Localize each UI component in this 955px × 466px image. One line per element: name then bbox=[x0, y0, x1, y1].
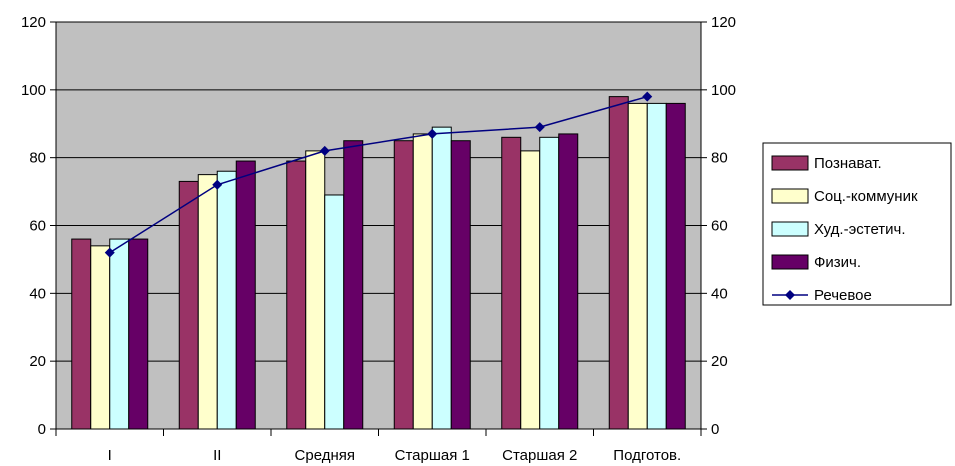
bar bbox=[178, 180, 199, 430]
legend-label: Худ.-эстетич. bbox=[814, 221, 906, 238]
legend-label: Речевое bbox=[814, 287, 872, 304]
y-tick-label: 40 bbox=[29, 285, 46, 302]
x-tick-label: I bbox=[108, 447, 112, 464]
bars-group bbox=[71, 96, 686, 430]
x-tick-label: Средняя bbox=[295, 447, 355, 464]
x-tick-label: II bbox=[213, 447, 221, 464]
bar bbox=[412, 133, 433, 430]
bar bbox=[665, 102, 686, 430]
y2-tick-label: 100 bbox=[711, 82, 736, 99]
bar bbox=[431, 126, 452, 430]
bar bbox=[305, 150, 326, 430]
y-tick-label: 0 bbox=[38, 421, 46, 438]
bar bbox=[627, 102, 648, 430]
legend-marker bbox=[785, 290, 795, 300]
line-series-group bbox=[104, 91, 653, 258]
legend-swatch bbox=[771, 155, 809, 171]
y-tick-label: 100 bbox=[21, 82, 46, 99]
legend-label: Познават. bbox=[814, 155, 882, 172]
legend-swatch bbox=[771, 221, 809, 237]
line-marker bbox=[212, 179, 223, 190]
y2-tick-label: 40 bbox=[711, 285, 728, 302]
bar bbox=[197, 174, 218, 430]
y-tick-label: 60 bbox=[29, 218, 46, 235]
bar bbox=[71, 238, 92, 430]
y-tick-label: 20 bbox=[29, 353, 46, 370]
line-marker bbox=[642, 91, 653, 102]
legend-label: Физич. bbox=[814, 254, 861, 271]
line-marker bbox=[319, 145, 330, 156]
bar bbox=[90, 245, 111, 430]
y2-tick-label: 120 bbox=[711, 14, 736, 31]
y-tick-label: 120 bbox=[21, 14, 46, 31]
gridlines bbox=[56, 21, 701, 362]
bar bbox=[608, 96, 629, 430]
x-tick-label: Старшая 2 bbox=[502, 447, 577, 464]
series-line bbox=[109, 95, 648, 254]
bar bbox=[393, 140, 414, 430]
x-tick-label: Старшая 1 bbox=[395, 447, 470, 464]
bar bbox=[558, 133, 579, 430]
bar bbox=[343, 140, 364, 430]
y-tick-label: 80 bbox=[29, 150, 46, 167]
bar bbox=[520, 150, 541, 430]
bar bbox=[216, 170, 237, 430]
legend: Познават. Соц.-коммуник Худ.-эстетич. Физич… bbox=[762, 142, 952, 306]
legend-swatch bbox=[771, 188, 809, 204]
bar bbox=[324, 194, 345, 430]
line-marker bbox=[104, 247, 115, 258]
legend-swatch bbox=[771, 254, 809, 270]
bar bbox=[286, 160, 307, 430]
legend-label: Соц.-коммуник bbox=[814, 188, 918, 205]
y2-tick-label: 60 bbox=[711, 218, 728, 235]
x-tick-label: Подготов. bbox=[613, 447, 681, 464]
bar bbox=[501, 136, 522, 430]
bar bbox=[450, 140, 471, 430]
bar bbox=[128, 238, 149, 430]
bar bbox=[109, 238, 130, 430]
line-marker bbox=[427, 128, 438, 139]
bar bbox=[646, 102, 667, 430]
y2-tick-label: 80 bbox=[711, 150, 728, 167]
y2-tick-label: 0 bbox=[711, 421, 719, 438]
bar bbox=[539, 136, 560, 430]
line-marker bbox=[534, 122, 545, 133]
y2-tick-label: 20 bbox=[711, 353, 728, 370]
bar bbox=[235, 160, 256, 430]
